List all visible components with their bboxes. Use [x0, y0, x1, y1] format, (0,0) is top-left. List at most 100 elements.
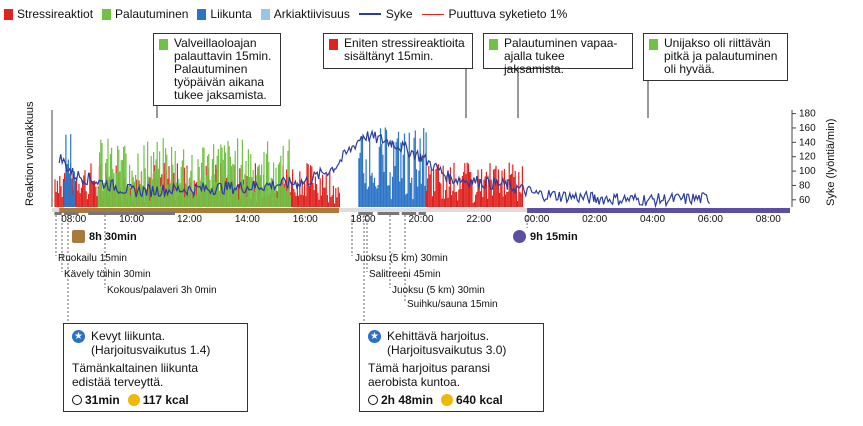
chart-bar-palautuminen — [173, 191, 175, 207]
chart-bar-stressireaktiot — [92, 180, 94, 207]
chart-bar-palautuminen — [155, 159, 157, 207]
sleep-duration-badge: 9h 15min — [513, 230, 578, 243]
chart-bar-palautuminen — [210, 188, 212, 207]
chart-bar-palautuminen — [199, 180, 201, 207]
chart-bar-palautuminen — [118, 149, 120, 207]
chart-bar-stressireaktiot — [449, 167, 451, 207]
chart-bar-liikunta — [390, 199, 392, 207]
chart-bar-palautuminen — [263, 152, 265, 207]
x-tick-label: 02:00 — [582, 214, 608, 225]
chart-bar-palautuminen — [127, 186, 129, 207]
right-axis-tick-label: 80 — [799, 180, 811, 191]
legend-exercise: Liikunta — [197, 7, 252, 21]
chart-bar-stressireaktiot — [286, 169, 288, 207]
chart-bar-liikunta — [376, 188, 378, 207]
chart-bar-palautuminen — [237, 138, 239, 207]
right-axis-tick-label: 180 — [799, 109, 816, 120]
chart-bar-palautuminen — [283, 188, 285, 207]
chart-bar-stressireaktiot — [149, 177, 151, 207]
chart-bar-palautuminen — [147, 141, 149, 207]
chart-bar-stressireaktiot — [485, 171, 487, 207]
chart-bar-liikunta — [375, 186, 377, 207]
chart-bar-palautuminen — [154, 170, 156, 207]
chart-bar-stressireaktiot — [60, 186, 62, 207]
chart-bar-stressireaktiot — [338, 192, 340, 207]
chart-bar-stressireaktiot — [452, 190, 454, 207]
chart-bar-liikunta — [377, 185, 379, 207]
chart-bar-liikunta — [370, 175, 372, 207]
chart-bar-stressireaktiot — [435, 169, 437, 207]
chart-bar-stressireaktiot — [512, 164, 514, 207]
chart-bar-liikunta — [417, 186, 419, 207]
work-period — [59, 208, 340, 213]
chart-bar-stressireaktiot — [442, 165, 444, 207]
chart-bar-liikunta — [391, 176, 394, 207]
right-axis-tick-label: 160 — [799, 123, 816, 134]
chart-bar-stressireaktiot — [319, 178, 321, 207]
chart-bar-stressireaktiot — [54, 179, 56, 207]
recovery-icon — [649, 39, 658, 50]
chart-bar-stressireaktiot — [88, 194, 90, 207]
chart-bar-stressireaktiot — [77, 190, 79, 207]
chart-bar-liikunta — [361, 138, 364, 207]
chart-bar-liikunta — [369, 140, 371, 207]
chart-bar-palautuminen — [241, 139, 243, 207]
chart-bar-stressireaktiot — [337, 187, 339, 207]
chart-bar-palautuminen — [160, 186, 162, 207]
chart-bar-stressireaktiot — [299, 171, 301, 207]
chart-bar-stressireaktiot — [62, 178, 64, 207]
activity-label: Ruokailu 15min — [58, 253, 127, 264]
x-tick-label: 12:00 — [176, 214, 202, 225]
chart-bar-palautuminen — [138, 185, 140, 207]
recovery-icon — [489, 39, 498, 50]
chart-bar-palautuminen — [201, 162, 203, 207]
chart-bar-palautuminen — [226, 184, 228, 207]
chart-bar-liikunta — [378, 146, 380, 207]
chart-bar-liikunta — [402, 154, 404, 207]
chart-bar-palautuminen — [222, 159, 224, 207]
calories-icon — [127, 394, 140, 406]
chart-bar-palautuminen — [111, 147, 113, 207]
chart-bar-palautuminen — [223, 145, 225, 207]
chart-bar-palautuminen — [234, 151, 236, 207]
activity-label: Salitreeni 45min — [369, 269, 441, 280]
chart-bar-stressireaktiot — [496, 180, 498, 207]
chart-bar-palautuminen — [204, 184, 206, 207]
chart-bar-palautuminen — [189, 177, 191, 207]
recovery-icon — [159, 39, 168, 50]
chart-bar-palautuminen — [239, 189, 241, 207]
chart-bar-palautuminen — [165, 148, 167, 207]
chart-bar-liikunta — [64, 180, 66, 207]
chart-bar-stressireaktiot — [59, 175, 61, 207]
chart-bar-stressireaktiot — [316, 184, 318, 207]
chart-bar-stressireaktiot — [429, 174, 431, 207]
chart-bar-palautuminen — [205, 175, 207, 207]
legend-missing: Puuttuva syketieto 1% — [421, 7, 567, 21]
chart-bar-stressireaktiot — [500, 183, 502, 207]
chart-bar-stressireaktiot — [89, 172, 91, 207]
legend: Stressireaktiot Palautuminen Liikunta Ar… — [4, 4, 576, 24]
running-icon: ★ — [368, 330, 381, 343]
chart-bar-liikunta — [393, 141, 395, 207]
chart-bar-stressireaktiot — [521, 166, 523, 207]
chart-bar-stressireaktiot — [293, 189, 295, 207]
workout-card-light: ★ Kevyt liikunta. (Harjoitusvaikutus 1.4)… — [63, 323, 248, 412]
chart-bar-liikunta — [399, 181, 401, 207]
work-duration-badge: 8h 30min — [72, 230, 137, 243]
chart-bar-palautuminen — [255, 188, 257, 207]
chart-bar-stressireaktiot — [292, 169, 294, 207]
chart-bar-stressireaktiot — [79, 193, 81, 207]
chart-bar-liikunta — [387, 185, 389, 207]
chart-bar-stressireaktiot — [336, 197, 338, 207]
chart-bar-liikunta — [379, 128, 382, 207]
chart-bar-stressireaktiot — [437, 164, 439, 207]
chart-bar-liikunta — [415, 169, 418, 207]
chart-bar-stressireaktiot — [323, 187, 325, 207]
chart-bar-stressireaktiot — [509, 174, 511, 207]
chart-bar-palautuminen — [228, 146, 230, 207]
chart-bar-stressireaktiot — [501, 170, 503, 207]
chart-bar-liikunta — [421, 157, 424, 207]
chart-bar-stressireaktiot — [478, 178, 480, 207]
chart-bar-stressireaktiot — [308, 185, 310, 207]
chart-bar-stressireaktiot — [168, 166, 170, 207]
